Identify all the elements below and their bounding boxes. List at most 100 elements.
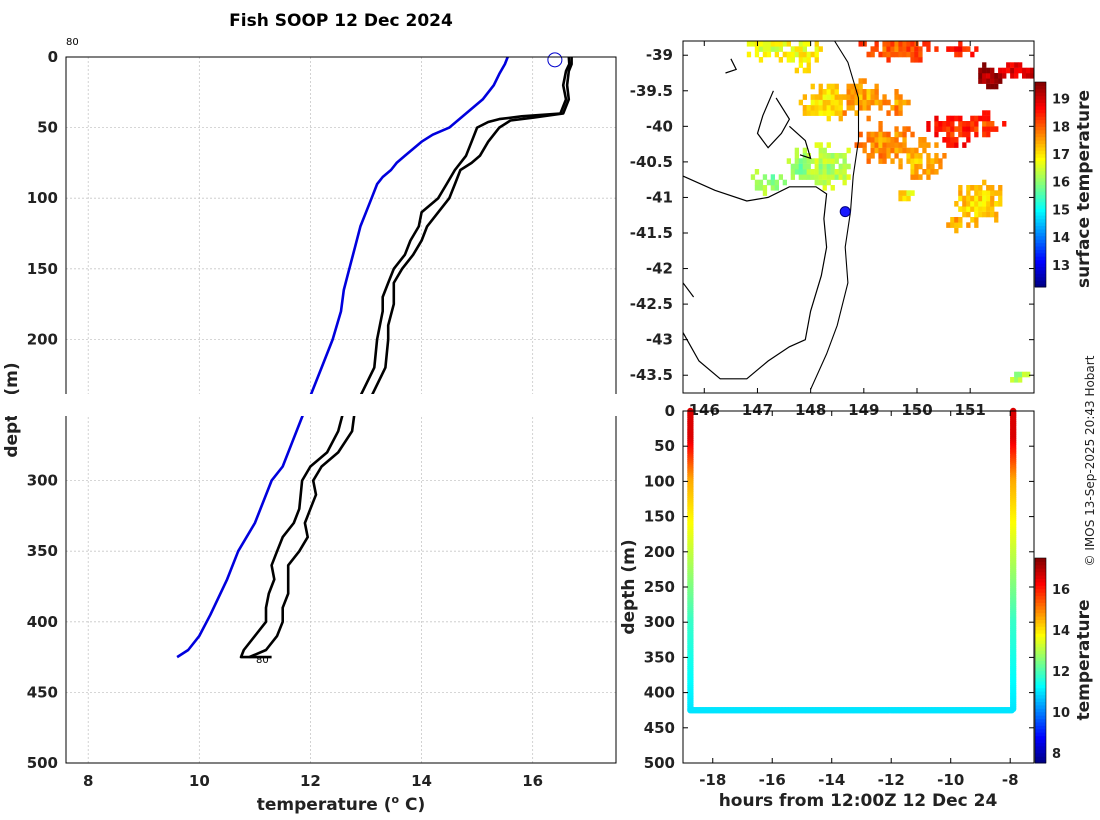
- time-y-tick-label: 250: [644, 578, 675, 596]
- colorbar-segment: [1035, 636, 1046, 641]
- map-y-tick-label: -39.5: [630, 82, 673, 100]
- colorbar-segment: [1035, 143, 1046, 148]
- sst-cell: [950, 121, 955, 127]
- sst-cell: [790, 46, 795, 52]
- sst-cell: [806, 174, 811, 180]
- colorbar-segment: [1035, 650, 1046, 655]
- sst-cell: [898, 195, 903, 202]
- sst-cell: [786, 51, 791, 58]
- sst-cell: [846, 174, 851, 180]
- colorbar-segment: [1035, 592, 1046, 597]
- sst-cell: [862, 142, 867, 148]
- colorbar-segment: [1035, 112, 1046, 117]
- sst-cell: [806, 110, 811, 116]
- sst-cell: [982, 211, 987, 218]
- sst-cell: [870, 46, 875, 52]
- sst-cell: [802, 163, 807, 170]
- sst-cell: [882, 137, 887, 143]
- sst-cell: [982, 179, 987, 186]
- sst-cell: [986, 67, 991, 74]
- sst-cell: [906, 195, 911, 202]
- time-x-tick-label: -8: [1002, 771, 1019, 789]
- sst-map-position-marker: [839, 206, 851, 218]
- colorbar-segment: [1035, 92, 1046, 97]
- time-x-tick-label: -10: [937, 771, 964, 789]
- sst-cell: [890, 46, 895, 52]
- sst-cell: [830, 110, 835, 116]
- sst-cell: [1014, 62, 1019, 68]
- sst-cell: [894, 46, 899, 52]
- sst-cell: [762, 51, 768, 58]
- sst-cell: [962, 46, 967, 52]
- sst-cell: [894, 131, 899, 138]
- sst-cell: [914, 57, 919, 63]
- sst-cell: [946, 142, 951, 148]
- sst-cell: [990, 67, 995, 74]
- sst-cell: [874, 142, 879, 148]
- y-tick-label: 350: [27, 542, 58, 560]
- sst-cell: [802, 41, 807, 47]
- sst-cell: [806, 163, 811, 170]
- colorbar-tick-label: 14: [1052, 624, 1070, 639]
- sst-cell: [866, 153, 871, 159]
- sst-cell: [866, 94, 871, 100]
- sst-cell: [766, 41, 772, 47]
- map-y-tick-label: -42: [646, 260, 673, 278]
- sst-cell: [1010, 67, 1015, 74]
- sst-cell: [950, 46, 955, 52]
- sst-cell: [842, 169, 847, 175]
- sst-cell: [818, 153, 823, 159]
- map-x-tick-label: 150: [901, 401, 932, 419]
- sst-cell: [802, 169, 807, 175]
- sst-cell: [866, 99, 871, 106]
- sst-cell: [814, 99, 819, 106]
- sst-cell: [982, 110, 987, 116]
- colorbar-segment: [1035, 711, 1046, 716]
- sst-cell: [914, 153, 919, 159]
- sst-cell: [986, 73, 991, 79]
- colorbar-segment: [1035, 745, 1046, 750]
- colorbar-segment: [1035, 633, 1046, 638]
- sst-cell: [922, 147, 927, 154]
- sst-cell: [982, 195, 987, 202]
- sst-cell: [814, 163, 819, 170]
- colorbar-segment: [1035, 640, 1046, 644]
- colorbar-segment: [1035, 194, 1046, 199]
- sst-cell: [822, 110, 827, 116]
- y-tick-label: 50: [37, 119, 58, 137]
- sst-cell: [882, 142, 887, 148]
- sst-cell: [830, 174, 835, 180]
- sst-cell: [894, 51, 899, 58]
- sst-cell: [910, 163, 915, 170]
- sst-cell: [790, 174, 795, 180]
- sst-cell: [986, 185, 991, 191]
- sst-cell: [994, 190, 999, 196]
- sst-cell: [822, 99, 827, 106]
- sst-cell: [958, 115, 963, 122]
- sst-cell: [930, 158, 935, 164]
- sst-cell: [966, 222, 971, 228]
- time-y-tick-label: 400: [644, 684, 675, 702]
- sst-cell: [810, 169, 815, 175]
- sst-cell: [818, 179, 823, 186]
- colorbar-segment: [1035, 201, 1046, 206]
- sst-cell: [958, 131, 963, 138]
- sst-cell: [902, 147, 907, 154]
- sst-cell: [870, 99, 875, 106]
- sst-cell: [858, 83, 863, 90]
- colorbar-segment: [1035, 694, 1046, 699]
- sst-cell: [774, 185, 779, 191]
- time-x-tick-label: -12: [878, 771, 905, 789]
- colorbar-segment: [1035, 571, 1046, 576]
- sst-cell: [950, 217, 955, 223]
- colorbar-segment: [1035, 82, 1046, 86]
- sst-map-frame: [682, 40, 1035, 394]
- sst-cell: [998, 67, 1003, 74]
- sst-cell: [982, 73, 987, 79]
- sst-cell: [806, 169, 811, 175]
- sst-cell: [906, 147, 911, 154]
- sst-cell: [926, 153, 931, 159]
- time-y-tick-label: 300: [644, 613, 675, 631]
- time-depth-plot: -18 -16 -14 -12 -10 -8 0 50 100 150 200 250 300 350 4…: [0, 394, 1094, 811]
- colorbar-segment: [1035, 102, 1046, 107]
